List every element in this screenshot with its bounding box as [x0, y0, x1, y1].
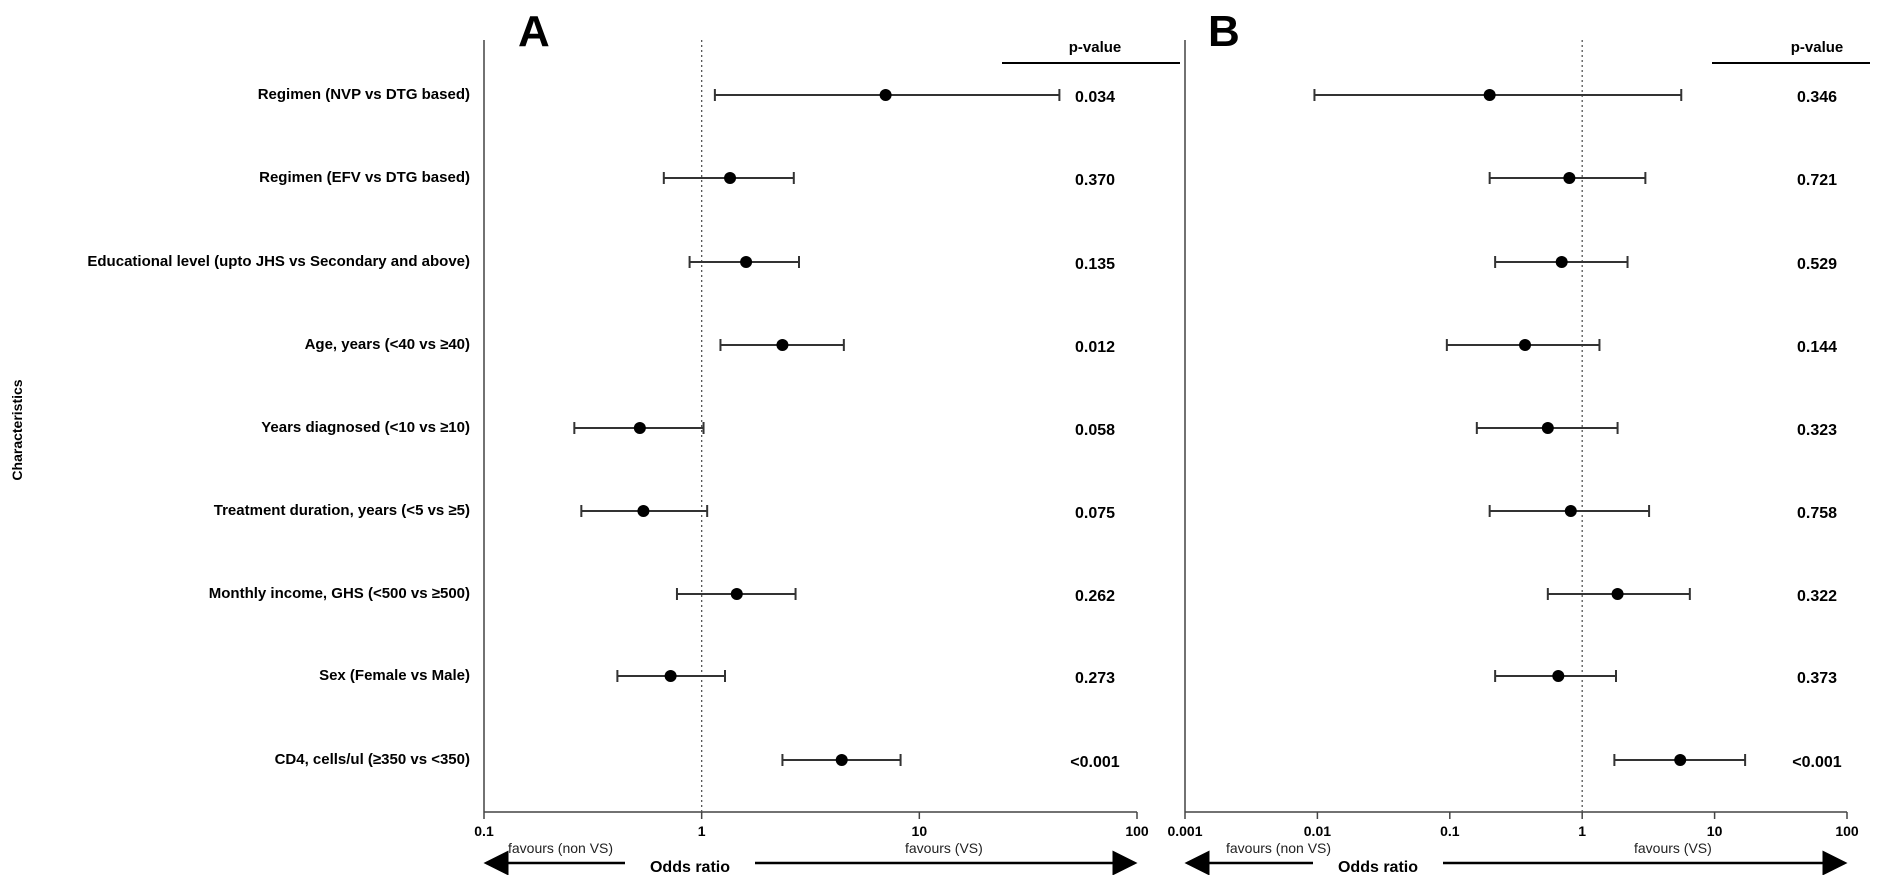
point-estimate: [1519, 339, 1532, 351]
category-label: Regimen (NVP vs DTG based): [258, 86, 470, 103]
point-estimate: [1563, 172, 1576, 184]
pvalue-label: 0.721: [1797, 172, 1837, 189]
panel-b: B 0.001 0.01 0.1 1 10 100 p-value 0.346 0.721 0.52…: [1167, 7, 1870, 875]
pvalue-label: 0.135: [1075, 256, 1115, 273]
panel-letter: A: [518, 7, 550, 56]
x-tick-label: 0.1: [1440, 823, 1460, 839]
point-estimate: [776, 339, 789, 351]
point-estimate: [1555, 256, 1568, 268]
x-tick-label: 10: [912, 823, 928, 839]
point-estimate: [835, 754, 848, 766]
point-estimate: [1541, 422, 1554, 434]
x-tick-label: 0.001: [1167, 823, 1202, 839]
pvalue-label: <0.001: [1070, 754, 1119, 771]
point-estimate: [1674, 754, 1687, 766]
x-tick-label: 10: [1707, 823, 1723, 839]
category-label: Years diagnosed (<10 vs ≥10): [261, 419, 470, 436]
x-tick-label: 1: [1578, 823, 1586, 839]
point-estimate: [724, 172, 737, 184]
pvalue-label: 0.346: [1797, 89, 1837, 106]
category-label: Educational level (upto JHS vs Secondary…: [87, 253, 470, 270]
pvalue-label: 0.262: [1075, 588, 1115, 605]
favour-right-label: favours (VS): [1634, 840, 1712, 856]
pvalue-label: 0.144: [1797, 339, 1837, 356]
pvalue-label: 0.034: [1075, 89, 1115, 106]
x-axis-title: Odds ratio: [1338, 859, 1418, 875]
pvalue-header: p-value: [1791, 39, 1844, 56]
category-label: Sex (Female vs Male): [319, 667, 470, 684]
point-estimate: [740, 256, 753, 268]
x-tick-label: 0.1: [474, 823, 494, 839]
panel-letter: B: [1208, 7, 1240, 56]
category-label: CD4, cells/ul (≥350 vs <350): [275, 751, 470, 768]
x-tick-label: 0.01: [1304, 823, 1331, 839]
point-estimate: [1564, 505, 1577, 517]
x-axis-title: Odds ratio: [650, 859, 730, 875]
x-tick-label: 100: [1835, 823, 1859, 839]
pvalue-header: p-value: [1069, 39, 1122, 56]
favour-right-label: favours (VS): [905, 840, 983, 856]
category-label: Treatment duration, years (<5 vs ≥5): [214, 502, 470, 519]
pvalue-label: 0.323: [1797, 422, 1837, 439]
category-label: Regimen (EFV vs DTG based): [259, 169, 470, 186]
pvalue-label: 0.273: [1075, 670, 1115, 687]
point-estimate: [1552, 670, 1565, 682]
panel-a: A 0.1 1 10 100 p-value 0.034 Regimen (NVP vs DT…: [9, 7, 1180, 875]
point-estimate: [633, 422, 646, 434]
pvalue-label: 0.012: [1075, 339, 1115, 356]
category-label: Age, years (<40 vs ≥40): [305, 336, 470, 353]
x-tick-label: 1: [698, 823, 706, 839]
category-label: Monthly income, GHS (<500 vs ≥500): [209, 585, 470, 602]
pvalue-label: 0.758: [1797, 505, 1837, 522]
pvalue-label: <0.001: [1792, 754, 1841, 771]
point-estimate: [730, 588, 743, 600]
pvalue-label: 0.529: [1797, 256, 1837, 273]
point-estimate: [1611, 588, 1624, 600]
point-estimate: [637, 505, 650, 517]
point-estimate: [664, 670, 677, 682]
pvalue-label: 0.370: [1075, 172, 1115, 189]
pvalue-label: 0.058: [1075, 422, 1115, 439]
pvalue-label: 0.075: [1075, 505, 1115, 522]
point-estimate: [1483, 89, 1496, 101]
y-axis-title: Characteristics: [9, 379, 25, 480]
pvalue-label: 0.322: [1797, 588, 1837, 605]
point-estimate: [879, 89, 892, 101]
pvalue-label: 0.373: [1797, 670, 1837, 687]
favour-left-label: favours (non VS): [508, 840, 613, 856]
favour-left-label: favours (non VS): [1226, 840, 1331, 856]
x-tick-label: 100: [1125, 823, 1149, 839]
